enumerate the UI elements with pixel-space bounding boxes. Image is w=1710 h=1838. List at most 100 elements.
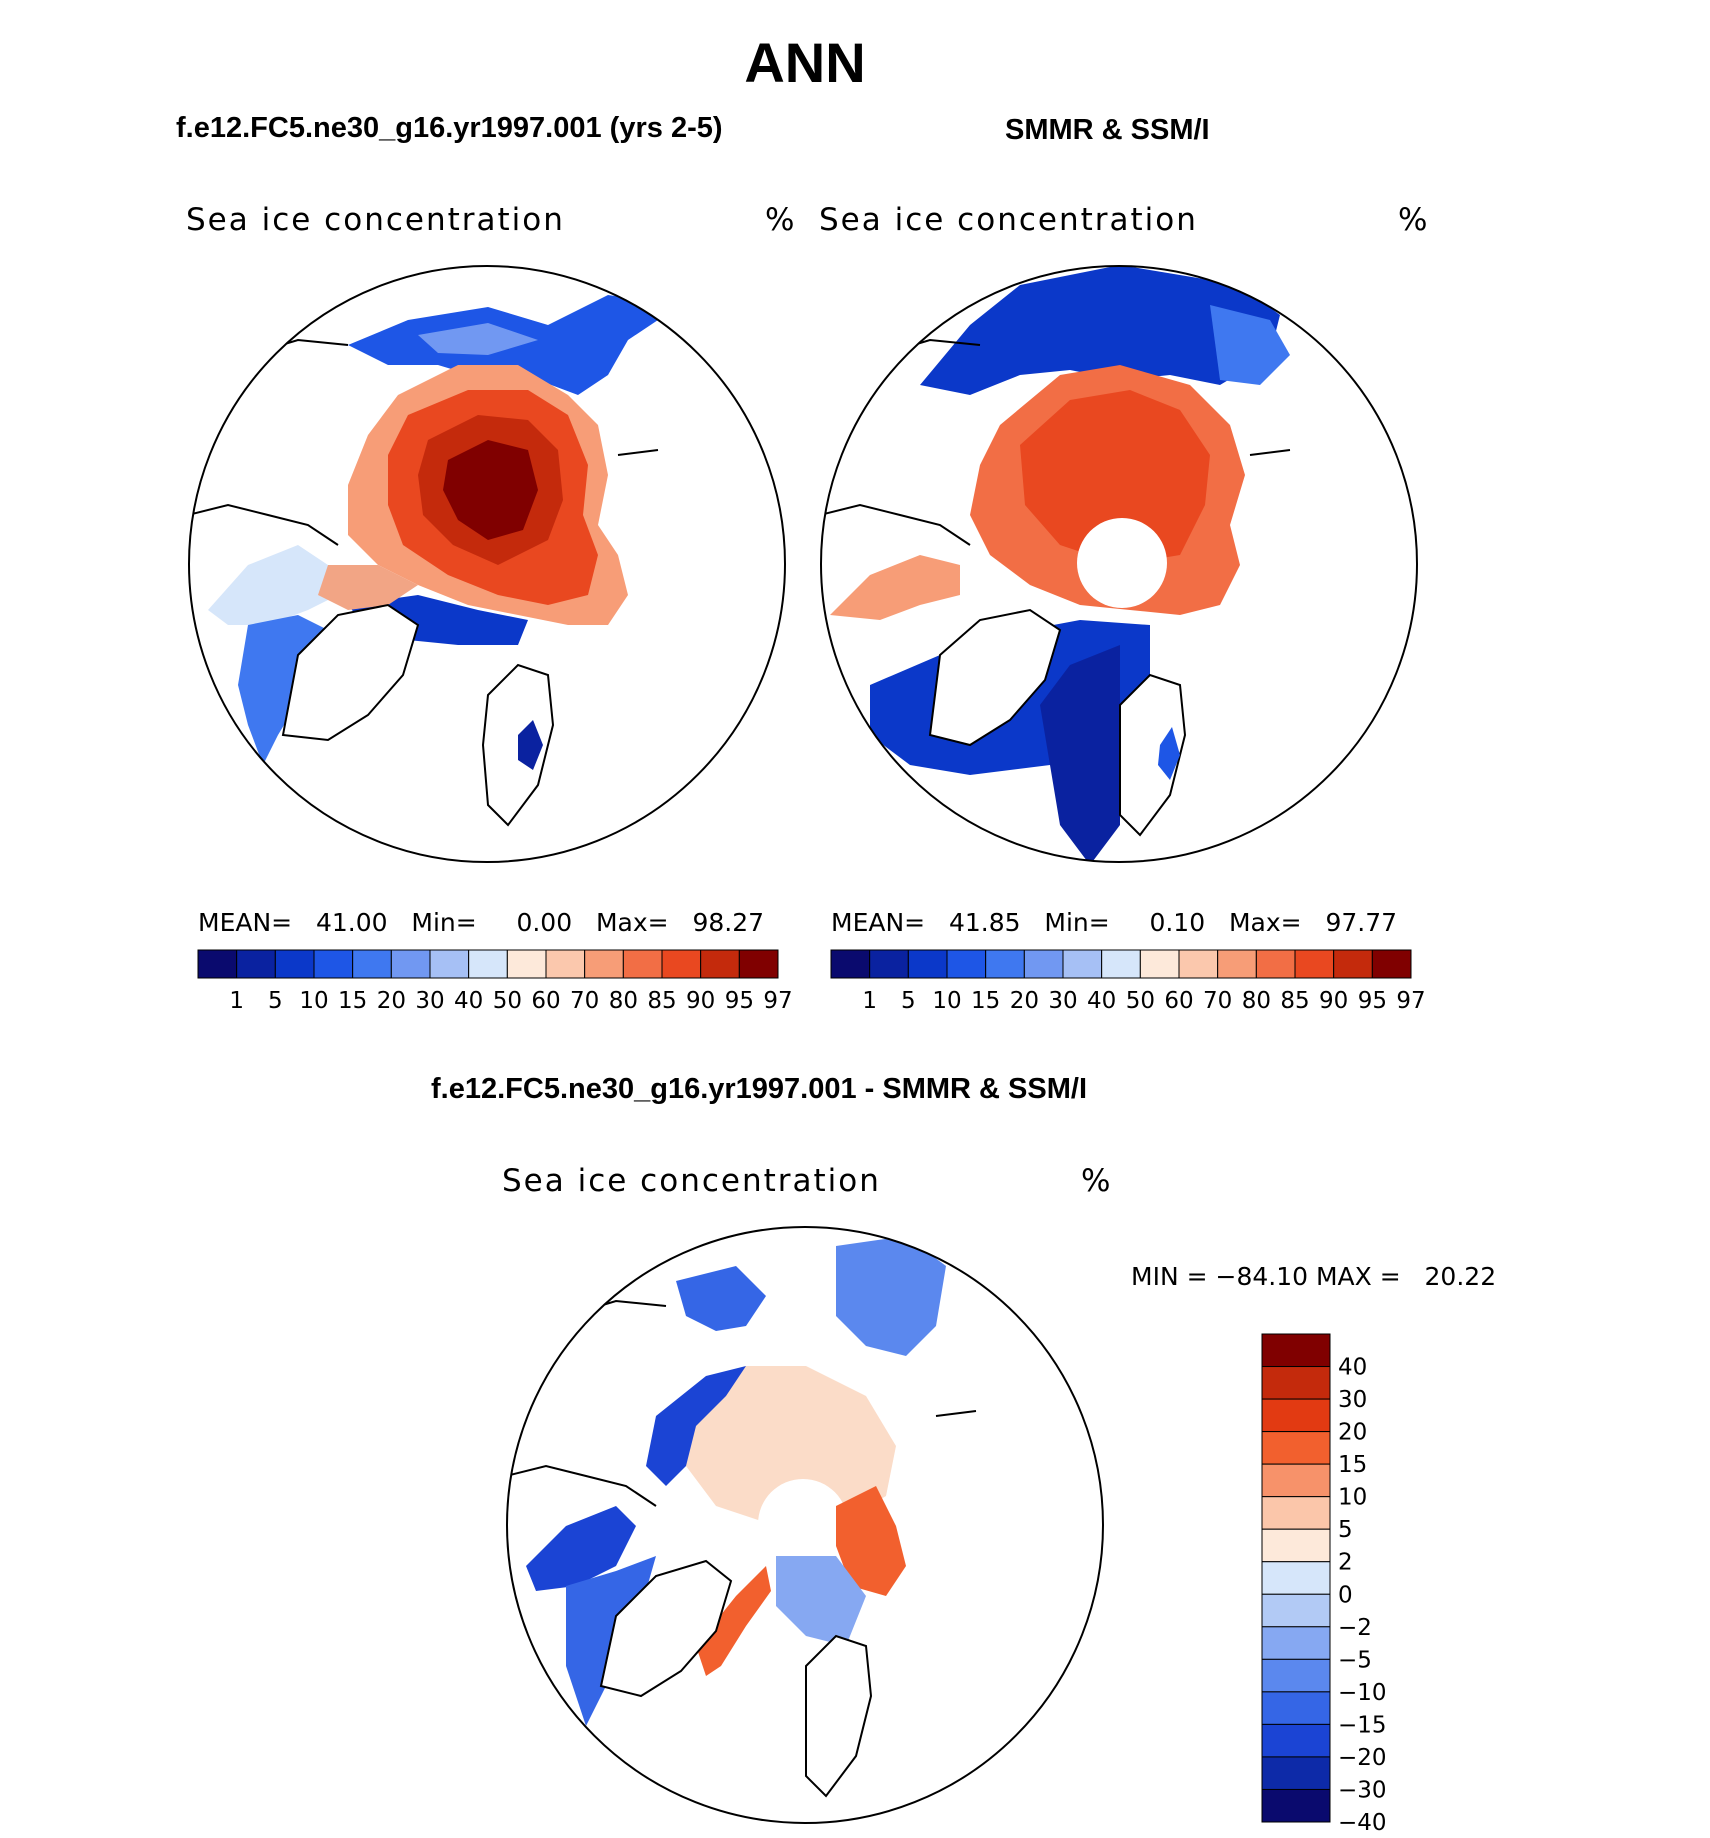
panel2-colorbar-swatch-3 — [946, 949, 987, 979]
diff-colorbar-tick-label: −20 — [1338, 1745, 1387, 1771]
panel2-colorbar-tick-label: 40 — [1087, 988, 1116, 1014]
diff-colorbar-tick-label: 0 — [1338, 1582, 1353, 1608]
panel1-colorbar-tick-label: 10 — [299, 988, 328, 1014]
panel2-colorbar-tick-label: 20 — [1010, 988, 1039, 1014]
panel1-colorbar-tick-label: 15 — [338, 988, 367, 1014]
panel1-case-title: f.e12.FC5.ne30_g16.yr1997.001 (yrs 2-5) — [176, 112, 723, 144]
panel2-case-title: SMMR & SSM/I — [1005, 114, 1210, 146]
panel2-colorbar-swatch-11 — [1255, 949, 1296, 979]
panel1-colorbar-swatch-12 — [661, 949, 702, 979]
panel1-greenland — [281, 603, 420, 742]
panel1-baltic-ice — [518, 720, 543, 770]
panel2-colorbar-swatch-4 — [985, 949, 1025, 979]
panel2-map-border — [820, 265, 1418, 863]
panel1-colorbar-swatch-4 — [352, 949, 392, 979]
diff-greenland-sea-pos — [696, 1566, 771, 1676]
panel2-colorbar-swatch-1 — [869, 949, 909, 979]
panel1-colorbar-tick-label: 97 — [763, 988, 792, 1014]
panel2-baffin-ice — [830, 555, 960, 620]
figure-title: ANN — [744, 31, 866, 94]
panel1-colorbar-swatch-9 — [545, 949, 586, 979]
diff-field-label: Sea ice concentration — [502, 1163, 881, 1199]
panel1-colorbar-tick-label: 85 — [647, 988, 676, 1014]
diff-barents-ice — [776, 1556, 866, 1646]
panel1-polar-map — [188, 265, 786, 863]
panel1-mean-value: 41.00 — [315, 908, 388, 937]
diff-colorbar-tick-label: −30 — [1338, 1777, 1387, 1803]
panel2-east-greenland-ice — [1040, 645, 1120, 862]
panel1-colorbar-tick-label: 1 — [229, 988, 244, 1014]
diff-colorbar-swatch-9 — [1261, 1626, 1331, 1660]
panel1-colorbar-swatch-2 — [274, 949, 315, 979]
panel2-colorbar-swatch-14 — [1371, 949, 1412, 979]
panel2-stats: MEAN= 41.85 Min= 0.10 Max= 97.77 — [831, 908, 1397, 937]
panel2-colorbar-tick-label: 15 — [971, 988, 1000, 1014]
panel2-colorbar: 1 5 10 15 20 30 40 50 60 70 80 85 90 95 97 — [830, 949, 1426, 1014]
panel2-min-label: Min= — [1044, 908, 1110, 937]
panel2-pole-hole — [1077, 518, 1167, 608]
panel1-colorbar-swatch-1 — [236, 949, 276, 979]
diff-colorbar-swatch-12 — [1261, 1723, 1331, 1758]
panel1-colorbar-swatch-7 — [468, 949, 508, 979]
panel1-colorbar-swatch-5 — [390, 949, 431, 979]
panel2-colorbar-swatch-6 — [1062, 949, 1103, 979]
panel1-colorbar-swatch-11 — [622, 949, 663, 979]
diff-bering-ice — [836, 1236, 946, 1356]
panel2-mean-label: MEAN= — [831, 908, 926, 937]
diff-arctic-ice-edge — [646, 1366, 746, 1486]
panel2-colorbar-tick-label: 5 — [901, 988, 916, 1014]
diff-colorbar-swatch-5 — [1261, 1496, 1331, 1530]
diff-colorbar-swatch-7 — [1261, 1561, 1331, 1595]
panel1-stats: MEAN= 41.00 Min= 0.00 Max= 98.27 — [198, 908, 764, 937]
panel2-colorbar-tick-label: 97 — [1396, 988, 1425, 1014]
panel2-colorbar-swatch-5 — [1023, 949, 1064, 979]
panel1-colorbar-swatch-10 — [584, 949, 624, 979]
panel1-field-label: Sea ice concentration — [186, 202, 565, 238]
panel2-colorbar-tick-label: 85 — [1280, 988, 1309, 1014]
panel1-colorbar-tick-label: 80 — [609, 988, 638, 1014]
panel2-colorbar-tick-label: 1 — [862, 988, 877, 1014]
panel1-min-label: Min= — [411, 908, 477, 937]
diff-colorbar-swatch-0 — [1261, 1333, 1331, 1368]
diff-colorbar-swatch-13 — [1261, 1756, 1331, 1790]
diff-colorbar-tick-label: 5 — [1338, 1517, 1353, 1543]
panel2-colorbar-tick-label: 70 — [1203, 988, 1232, 1014]
diff-colorbar-swatch-11 — [1261, 1691, 1331, 1725]
diff-colorbar-tick-label: 10 — [1338, 1485, 1367, 1511]
panel1-colorbar-tick-label: 50 — [493, 988, 522, 1014]
diff-colorbar-swatch-1 — [1261, 1366, 1331, 1400]
panel2-colorbar-tick-label: 10 — [932, 988, 961, 1014]
diff-colorbar-swatch-10 — [1261, 1658, 1331, 1693]
diff-colorbar-tick-label: 15 — [1338, 1452, 1367, 1478]
diff-minmax: MIN = −84.10 MAX = 20.22 — [1131, 1262, 1496, 1291]
panel2-units: % — [1398, 202, 1430, 238]
panel2-max-label: Max= — [1228, 908, 1302, 937]
diff-colorbar-tick-label: −40 — [1338, 1810, 1387, 1836]
diff-polar-map — [506, 1226, 1104, 1824]
panel1-colorbar-swatch-6 — [429, 949, 470, 979]
panel2-max-value: 97.77 — [1325, 908, 1398, 937]
panel1-baffin-ice — [208, 545, 338, 625]
panel2-colorbar-tick-label: 50 — [1126, 988, 1155, 1014]
panel2-colorbar-swatch-8 — [1139, 949, 1180, 979]
diff-colorbar-tick-label: 2 — [1338, 1550, 1353, 1576]
panel2-colorbar-tick-label: 60 — [1164, 988, 1193, 1014]
diff-pole-hole — [758, 1479, 848, 1569]
diff-map-border — [506, 1226, 1104, 1824]
diff-hudson-coast — [507, 1464, 657, 1507]
panel1-colorbar-swatch-3 — [313, 949, 354, 979]
panel2-colorbar-tick-label: 80 — [1242, 988, 1271, 1014]
diff-colorbar-tick-label: −5 — [1338, 1647, 1372, 1673]
diff-min-value: −84.10 — [1215, 1262, 1309, 1291]
panel1-map-border — [188, 265, 786, 863]
panel2-polar-map — [820, 265, 1418, 863]
panel1-colorbar-tick-label: 90 — [686, 988, 715, 1014]
panel1-colorbar-swatch-0 — [197, 949, 238, 979]
diff-colorbar-swatch-2 — [1261, 1398, 1331, 1433]
panel1-mean-label: MEAN= — [198, 908, 293, 937]
panel1-colorbar-swatch-14 — [738, 949, 779, 979]
diff-colorbar-tick-label: 40 — [1338, 1355, 1367, 1381]
diff-colorbar-tick-label: −2 — [1338, 1615, 1372, 1641]
diff-pacific-ice — [676, 1266, 766, 1331]
diff-colorbar-tick-label: 20 — [1338, 1420, 1367, 1446]
